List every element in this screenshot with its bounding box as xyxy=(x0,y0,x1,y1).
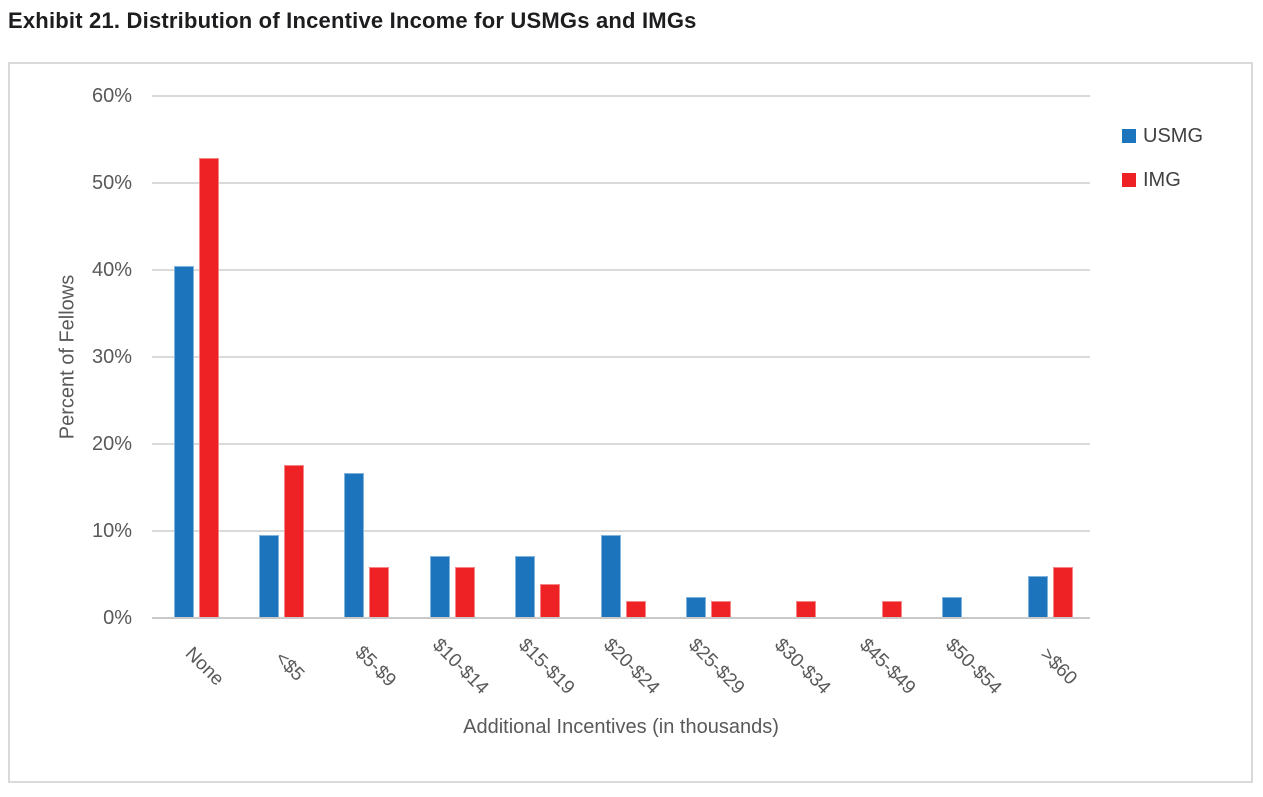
y-axis-title: Percent of Fellows xyxy=(56,274,79,440)
legend-swatch-icon xyxy=(1122,173,1136,187)
legend: USMG IMG xyxy=(1122,126,1203,214)
legend-item-img: IMG xyxy=(1122,170,1203,190)
x-axis-title: Additional Incentives (in thousands) xyxy=(463,716,779,738)
exhibit-title: Exhibit 21. Distribution of Incentive In… xyxy=(8,8,697,33)
legend-swatch-icon xyxy=(1122,129,1136,143)
legend-label: USMG xyxy=(1143,125,1203,147)
legend-item-usmg: USMG xyxy=(1122,126,1203,146)
legend-label: IMG xyxy=(1143,169,1181,191)
chart-container xyxy=(8,62,1253,783)
